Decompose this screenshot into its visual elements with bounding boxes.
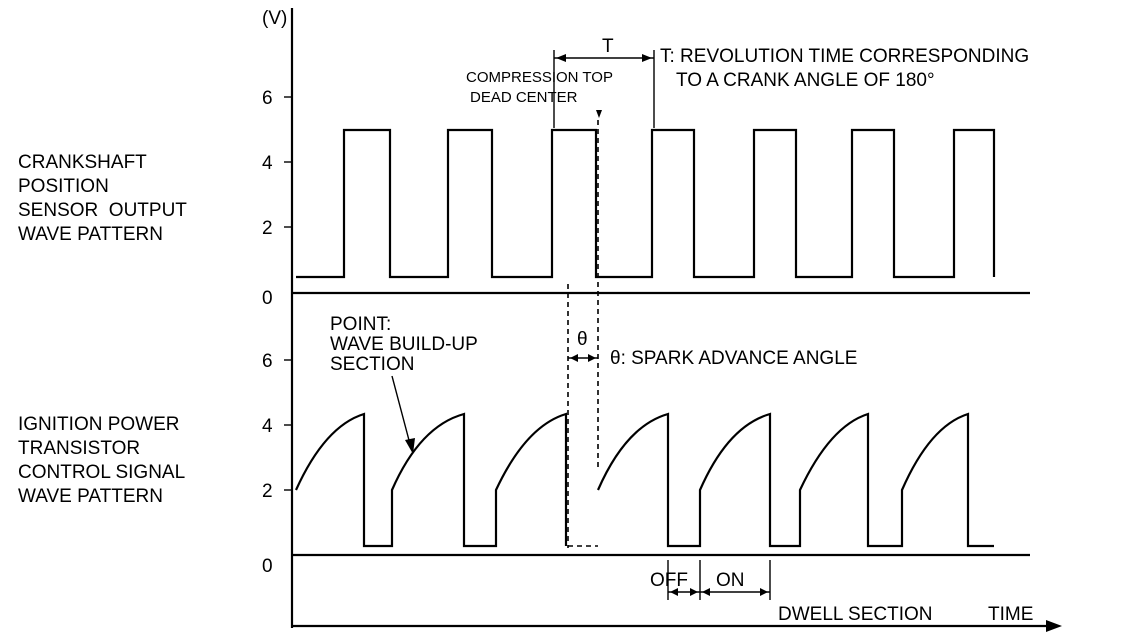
top-tick-4: 4 <box>262 153 273 174</box>
svg-text:IGNITION POWER: IGNITION POWER <box>18 414 180 435</box>
tdc-marker-icon <box>596 110 602 118</box>
point-leader-line <box>391 375 411 445</box>
time-label: TIME <box>988 604 1033 625</box>
svg-text:POSITION: POSITION <box>18 176 109 197</box>
point-label-line1: POINT: <box>330 314 391 335</box>
point-label-line3: SECTION <box>330 354 414 375</box>
top-ticks: 6 4 2 0 <box>262 88 292 309</box>
top-tick-2: 2 <box>262 218 273 239</box>
ignition-control-wave <box>294 412 994 548</box>
t-symbol: T <box>602 36 614 57</box>
compression-label-line2: DEAD CENTER <box>470 89 578 106</box>
theta-symbol: θ <box>577 329 588 350</box>
top-tick-6: 6 <box>262 88 273 109</box>
t-definition-line2: TO A CRANK ANGLE OF 180° <box>676 70 935 91</box>
bottom-ticks: 6 4 2 0 <box>262 351 292 577</box>
off-label: OFF <box>650 570 688 591</box>
svg-text:TRANSISTOR: TRANSISTOR <box>18 438 140 459</box>
bottom-tick-0: 0 <box>262 556 273 577</box>
theta-definition: θ: SPARK ADVANCE ANGLE <box>610 348 857 369</box>
compression-label-line1: COMPRESSION TOP <box>466 69 613 86</box>
unit-label: (V) <box>262 8 287 29</box>
on-label: ON <box>716 570 745 591</box>
crankshaft-square-wave <box>296 128 996 279</box>
top-tick-0: 0 <box>262 288 273 309</box>
time-arrow-icon <box>1046 620 1062 632</box>
svg-text:SENSOR OUTPUT: SENSOR OUTPUT <box>18 200 187 221</box>
theta-span-marker: θ <box>568 329 598 362</box>
bottom-tick-2: 2 <box>262 481 273 502</box>
svg-text:WAVE PATTERN: WAVE PATTERN <box>18 224 163 245</box>
t-span-marker: T <box>553 36 655 128</box>
bottom-tick-6: 6 <box>262 351 273 372</box>
point-arrow-icon <box>405 438 415 454</box>
svg-text:CONTROL SIGNAL: CONTROL SIGNAL <box>18 462 185 483</box>
svg-text:CRANKSHAFT: CRANKSHAFT <box>18 152 147 173</box>
dwell-markers: OFF ON <box>650 560 771 600</box>
bottom-tick-4: 4 <box>262 416 273 437</box>
point-label-line2: WAVE BUILD-UP <box>330 334 478 355</box>
t-definition-line1: T: REVOLUTION TIME CORRESPONDING <box>660 46 1029 67</box>
svg-text:WAVE PATTERN: WAVE PATTERN <box>18 486 163 507</box>
dwell-section-label: DWELL SECTION <box>778 604 933 625</box>
top-panel-label: CRANKSHAFT POSITION SENSOR OUTPUT WAVE P… <box>18 152 187 245</box>
bottom-panel-label: IGNITION POWER TRANSISTOR CONTROL SIGNAL… <box>18 414 185 507</box>
